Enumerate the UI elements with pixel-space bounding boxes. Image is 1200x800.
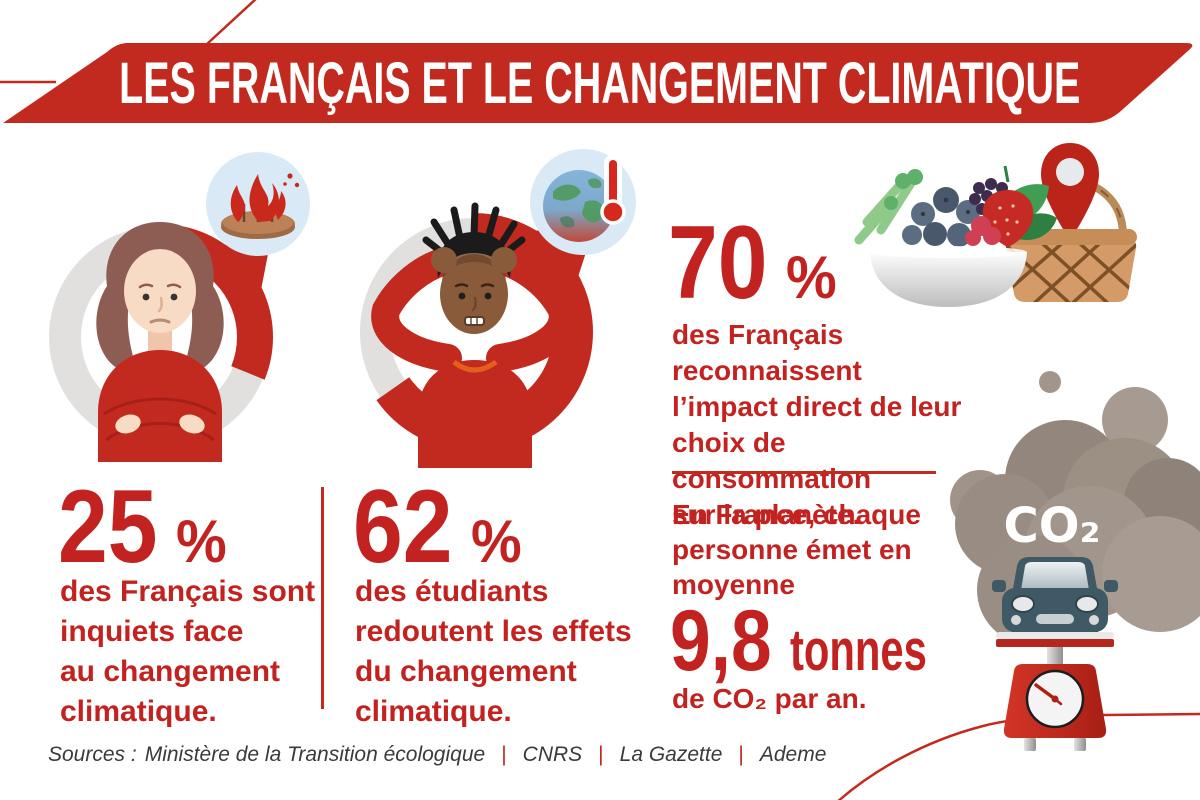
grille <box>1036 614 1074 624</box>
stat-62-description: des étudiants redoutent les effets du ch… <box>355 575 632 728</box>
sources-line: Sources : Ministère de la Transition éco… <box>48 743 826 767</box>
scale-platform-top <box>996 632 1114 639</box>
source-item: Ministère de la Transition écologique <box>144 743 486 766</box>
red-sweater-body <box>98 350 222 462</box>
hand <box>179 414 205 434</box>
title-banner-ribbon <box>3 43 1193 123</box>
hand <box>431 247 457 273</box>
stat-70-number: 70 % <box>668 205 839 322</box>
mirror <box>1104 580 1118 592</box>
hair <box>437 232 511 278</box>
co2-smoke-cloud: CO₂ <box>950 371 1200 645</box>
dreadlocks <box>422 202 526 258</box>
continent <box>560 216 575 228</box>
bowl <box>870 252 1027 307</box>
blueberries <box>902 187 980 247</box>
sources-label: Sources : <box>48 743 137 766</box>
fruits <box>854 165 1057 247</box>
stat-unit: % <box>470 508 522 576</box>
co2-emissions-illustration: CO₂ <box>950 371 1200 751</box>
crossed-arm-bottom <box>105 422 215 442</box>
left-arm <box>371 248 462 372</box>
raspberries <box>965 216 1001 246</box>
crossed-arm-top <box>103 397 217 416</box>
fog-light <box>1011 615 1021 625</box>
source-item: CNRS <box>522 743 583 766</box>
healthy-food-illustration <box>854 143 1137 307</box>
scale-foot <box>1024 738 1036 751</box>
hand <box>115 414 141 434</box>
continent <box>588 178 602 189</box>
source-item: La Gazette <box>619 743 723 766</box>
picnic-basket-icon <box>1000 143 1137 302</box>
windshield <box>1021 562 1089 590</box>
red-shirt-body <box>418 360 532 468</box>
hair-fringe <box>123 230 197 280</box>
source-item: Ademe <box>759 743 827 766</box>
stressed-student <box>371 202 577 468</box>
globe-thermometer-icon <box>530 149 636 255</box>
stat-value: 70 <box>668 205 768 322</box>
worried-woman-illustration <box>47 152 310 462</box>
flame <box>230 185 246 222</box>
wildfire-icon <box>206 152 310 256</box>
emissions-intro: En France, chaque personne émet en moyen… <box>672 499 921 600</box>
flame <box>249 174 279 222</box>
hand <box>491 247 517 273</box>
grimace-mouth <box>464 316 485 326</box>
dial-needle <box>1034 683 1057 701</box>
stat-25-description: des Français sont inquiets face au chang… <box>60 575 316 728</box>
car-icon <box>992 557 1118 638</box>
sad-mouth <box>149 318 171 324</box>
stressed-student-illustration <box>355 149 636 468</box>
continent <box>553 184 581 201</box>
stat-25-number: 25 % <box>58 469 229 586</box>
mirror <box>992 580 1006 592</box>
top-diagonal-line <box>206 0 257 45</box>
scale-stem <box>1047 647 1063 665</box>
stat-value: 62 <box>353 469 453 586</box>
stat-unit: % <box>175 508 227 576</box>
fog-light <box>1089 615 1099 625</box>
source-separator: | <box>738 743 744 766</box>
kitchen-scale-icon <box>996 632 1114 751</box>
continent <box>582 200 604 223</box>
emissions-number: 9,8 <box>670 592 772 689</box>
stat-62-number: 62 % <box>353 469 524 586</box>
strawberry-seeds <box>993 204 1019 236</box>
source-separator: | <box>598 743 604 766</box>
emissions-unit: tonnes <box>789 617 927 683</box>
scale-foot <box>1074 738 1086 751</box>
worried-woman <box>96 222 224 462</box>
scale-platform <box>996 639 1114 647</box>
headlight <box>1075 595 1099 613</box>
face <box>124 249 196 333</box>
right-arm <box>486 248 577 372</box>
stat-value: 25 <box>58 469 158 586</box>
horizontal-divider <box>672 471 936 474</box>
face <box>440 254 508 334</box>
stat-unit: % <box>785 244 837 312</box>
thermometer-icon <box>600 154 626 225</box>
emissions-suffix: de CO₂ par an. <box>672 683 867 714</box>
strawberry-stem <box>1003 165 1010 183</box>
location-pin-icon <box>1041 143 1099 240</box>
stat-70-description: des Français reconnaissent l’impact dire… <box>672 319 962 530</box>
bowl-rim <box>869 246 1027 258</box>
page-title: LES FRANÇAIS ET LE CHANGEMENT CLIMATIQUE <box>119 50 1081 116</box>
flame <box>275 191 286 220</box>
collar <box>452 359 498 373</box>
source-separator: | <box>501 743 507 766</box>
vertical-divider <box>321 487 324 709</box>
headlight <box>1011 595 1035 613</box>
emissions-value: 9,8 tonnes <box>670 592 980 689</box>
co2-label: CO₂ <box>1003 498 1100 554</box>
